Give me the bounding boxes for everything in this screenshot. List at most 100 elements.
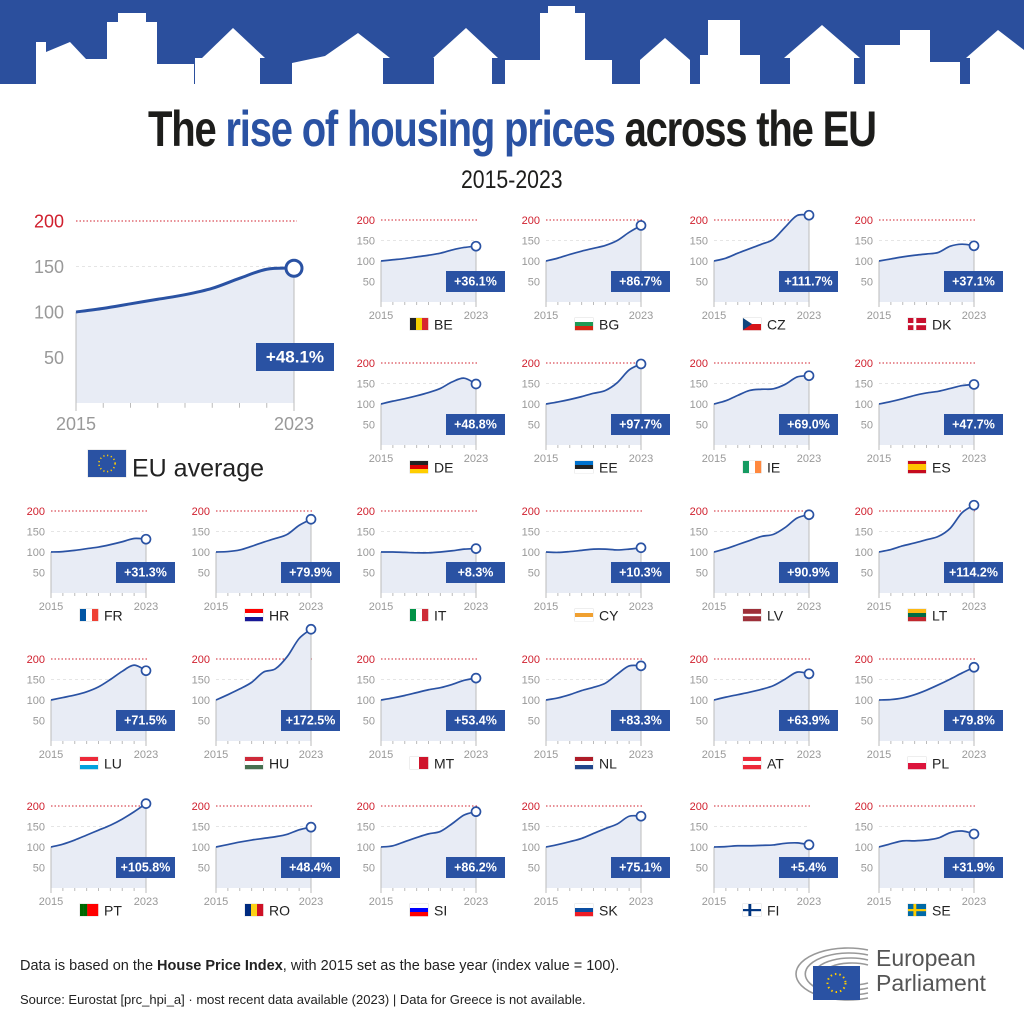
series-line xyxy=(380,810,477,848)
flag-stripe xyxy=(908,763,926,770)
change-badge xyxy=(281,857,340,878)
subtitle-text: 2015-2023 xyxy=(461,166,563,194)
y-tick-label: 100 xyxy=(357,256,375,268)
change-badge xyxy=(446,271,505,292)
flag-cross-h xyxy=(743,909,761,912)
end-point-marker xyxy=(140,798,152,809)
flag-stripe xyxy=(743,318,761,325)
series-line xyxy=(215,826,312,848)
x-tick-label: 2023 xyxy=(797,310,821,322)
y-tick-label: 100 xyxy=(855,256,873,268)
y-tick-label: 150 xyxy=(690,235,708,247)
series-line xyxy=(713,841,810,848)
y-tick-label: 50 xyxy=(363,715,375,727)
y-tick-label: 50 xyxy=(528,567,540,579)
chart-se: 50 100 150 200 2015 2023 +31.9% SE xyxy=(855,801,1003,919)
end-point-marker xyxy=(470,672,482,684)
y-tick-label: 150 xyxy=(855,378,873,390)
change-label: +31.9% xyxy=(952,861,995,875)
flag-stripe xyxy=(908,461,926,465)
change-badge xyxy=(779,414,838,435)
end-point-marker xyxy=(968,499,980,511)
series-line xyxy=(50,664,147,701)
change-badge xyxy=(116,857,175,878)
series-line xyxy=(545,546,642,554)
title-highlight: rise of housing prices xyxy=(225,101,616,157)
series-line xyxy=(545,814,642,848)
flag-stripe xyxy=(80,761,98,766)
y-tick-label: 200 xyxy=(192,801,210,813)
chart-ie: 50 100 150 200 2015 2023 +69.0% IE xyxy=(690,358,838,476)
y-tick-label: 50 xyxy=(528,715,540,727)
flag-stripe xyxy=(245,757,263,762)
x-tick-label: 2023 xyxy=(797,749,821,761)
country-label: LU xyxy=(104,756,122,772)
end-point-marker xyxy=(140,665,152,677)
series-line xyxy=(713,213,810,262)
flag-cross-h xyxy=(908,909,926,912)
country-label: SE xyxy=(932,903,951,919)
x-tick-label: 2015 xyxy=(534,896,558,908)
x-tick-label: 2015 xyxy=(39,896,63,908)
y-tick-label: 150 xyxy=(27,526,45,538)
y-tick-label: 50 xyxy=(44,348,64,368)
change-badge xyxy=(779,562,838,583)
end-point-marker xyxy=(803,668,815,680)
country-label: EE xyxy=(599,460,618,476)
flag-stripe xyxy=(410,904,428,909)
flag-stripe xyxy=(80,757,98,762)
flag-stripe xyxy=(416,609,423,621)
end-point-marker xyxy=(803,370,815,382)
series-line xyxy=(75,266,295,314)
change-label: +36.1% xyxy=(454,275,497,289)
y-tick-label: 50 xyxy=(198,862,210,874)
y-tick-label: 50 xyxy=(861,419,873,431)
y-tick-label: 200 xyxy=(855,506,873,518)
y-tick-label: 50 xyxy=(696,276,708,288)
y-tick-label: 200 xyxy=(690,358,708,370)
y-tick-label: 200 xyxy=(27,801,45,813)
flag-stripe xyxy=(86,609,93,621)
change-label: +31.3% xyxy=(124,566,167,580)
y-tick-label: 100 xyxy=(27,547,45,559)
series-line xyxy=(380,677,477,701)
y-tick-label: 200 xyxy=(855,215,873,227)
country-label: SK xyxy=(599,903,618,919)
flag-stripe xyxy=(245,904,252,916)
y-tick-label: 150 xyxy=(27,821,45,833)
y-tick-label: 150 xyxy=(192,674,210,686)
y-tick-label: 150 xyxy=(855,235,873,247)
change-badge xyxy=(944,414,1003,435)
flag-stripe xyxy=(743,611,761,614)
x-tick-label: 2023 xyxy=(464,896,488,908)
flag-stripe xyxy=(743,757,761,762)
flag-stripe xyxy=(743,324,761,331)
y-tick-label: 200 xyxy=(522,358,540,370)
series-line xyxy=(50,802,147,848)
series-line xyxy=(50,537,147,553)
change-label: +79.8% xyxy=(952,714,995,728)
chart-fr: 50 100 150 200 2015 2023 +31.3% FR xyxy=(27,506,175,624)
flag-stripe xyxy=(80,765,98,770)
y-tick-label: 200 xyxy=(357,506,375,518)
x-tick-label: 2015 xyxy=(39,601,63,613)
y-tick-label: 50 xyxy=(198,715,210,727)
logo-line2: Parliament xyxy=(876,970,986,996)
end-point-marker xyxy=(470,240,482,252)
change-badge xyxy=(611,857,670,878)
change-label: +48.1% xyxy=(266,348,324,367)
end-point-marker xyxy=(968,379,980,390)
x-tick-label: 2015 xyxy=(702,749,726,761)
series-line xyxy=(878,243,975,262)
country-label: LV xyxy=(767,608,784,624)
x-tick-label: 2023 xyxy=(962,601,986,613)
series-line xyxy=(878,383,975,405)
note-bold: House Price Index xyxy=(157,958,283,974)
y-tick-label: 100 xyxy=(27,842,45,854)
country-label: SI xyxy=(434,903,447,919)
series-line xyxy=(380,245,477,262)
y-tick-label: 150 xyxy=(357,235,375,247)
note-text-end: , with 2015 set as the base year (index … xyxy=(282,958,620,974)
change-label: +114.2% xyxy=(949,566,998,580)
change-badge xyxy=(611,271,670,292)
